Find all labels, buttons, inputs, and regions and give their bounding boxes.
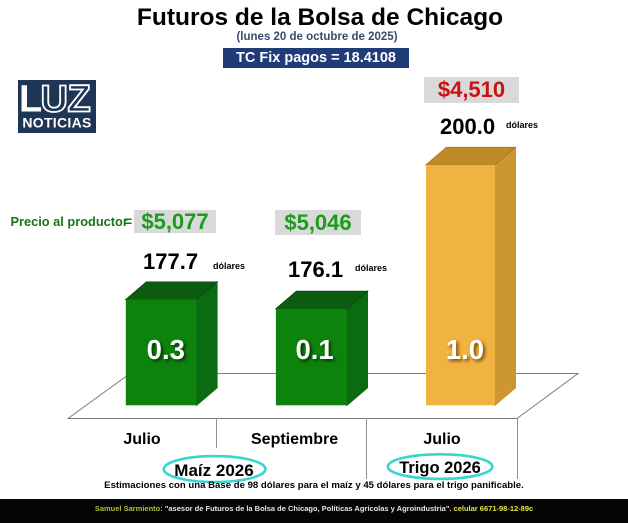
- svg-text:NOTICIAS: NOTICIAS: [22, 115, 91, 131]
- svg-text:0.1: 0.1: [295, 334, 333, 365]
- svg-text:L: L: [19, 80, 42, 121]
- svg-text:Z: Z: [68, 80, 91, 121]
- svg-text:U: U: [41, 80, 68, 121]
- svg-text:0.3: 0.3: [147, 334, 185, 365]
- svg-text:1.0: 1.0: [446, 334, 484, 365]
